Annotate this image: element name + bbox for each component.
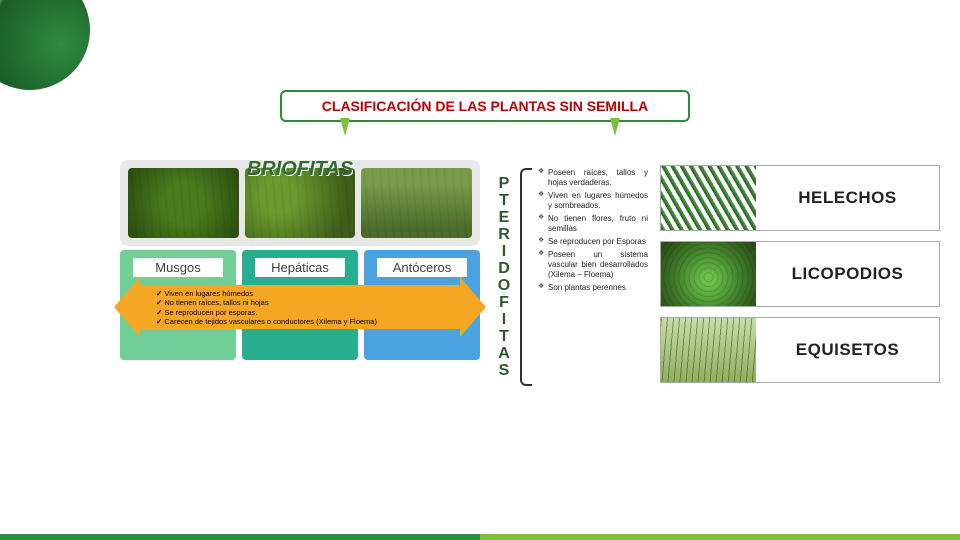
pteridofitas-vertical-label: PTERIDOFITAS [495, 175, 513, 379]
helechos-image [661, 166, 756, 230]
bullet-item: Carecen de tejidos vasculares o conducto… [156, 317, 450, 326]
briofitas-arrow: Viven en lugares húmedos No tienen raíce… [120, 275, 480, 335]
pteridofitas-cards: HELECHOS LICOPODIOS EQUISETOS [660, 165, 940, 383]
antoceros-image [361, 168, 472, 238]
briofitas-heading: BRIOFITAS [247, 158, 353, 181]
arrow-to-briofitas [340, 118, 350, 136]
card-label: EQUISETOS [756, 318, 939, 382]
bullet-item: Poseen un sistema vascular bien desarrol… [538, 250, 648, 280]
licopodios-image [661, 242, 756, 306]
pteridofitas-bullets: Poseen raíces, tallos y hojas verdaderas… [538, 168, 648, 296]
bullet-item: Poseen raíces, tallos y hojas verdaderas… [538, 168, 648, 188]
musgos-image [128, 168, 239, 238]
bullet-item: No tienen raíces, tallos ni hojas [156, 298, 450, 307]
bullet-item: Viven en lugares húmedos [156, 289, 450, 298]
bullet-item: Viven en lugares húmedos y sombreados. [538, 191, 648, 211]
decorative-leaf-corner [0, 0, 107, 107]
card-helechos: HELECHOS [660, 165, 940, 231]
pteridofitas-bracket [520, 168, 532, 386]
card-equisetos: EQUISETOS [660, 317, 940, 383]
card-label: HELECHOS [756, 166, 939, 230]
briofitas-bullets: Viven en lugares húmedos No tienen raíce… [156, 289, 450, 327]
bullet-item: No tienen flores, fruto ni semillas [538, 214, 648, 234]
bullet-item: Se reproducen por Esporas [538, 237, 648, 247]
bullet-item: Se reproducen por esporas. [156, 308, 450, 317]
footer-accent-bar [0, 534, 960, 540]
arrow-to-pteridofitas [610, 118, 620, 136]
bullet-item: Son plantas perennes [538, 283, 648, 293]
card-licopodios: LICOPODIOS [660, 241, 940, 307]
equisetos-image [661, 318, 756, 382]
card-label: LICOPODIOS [756, 242, 939, 306]
